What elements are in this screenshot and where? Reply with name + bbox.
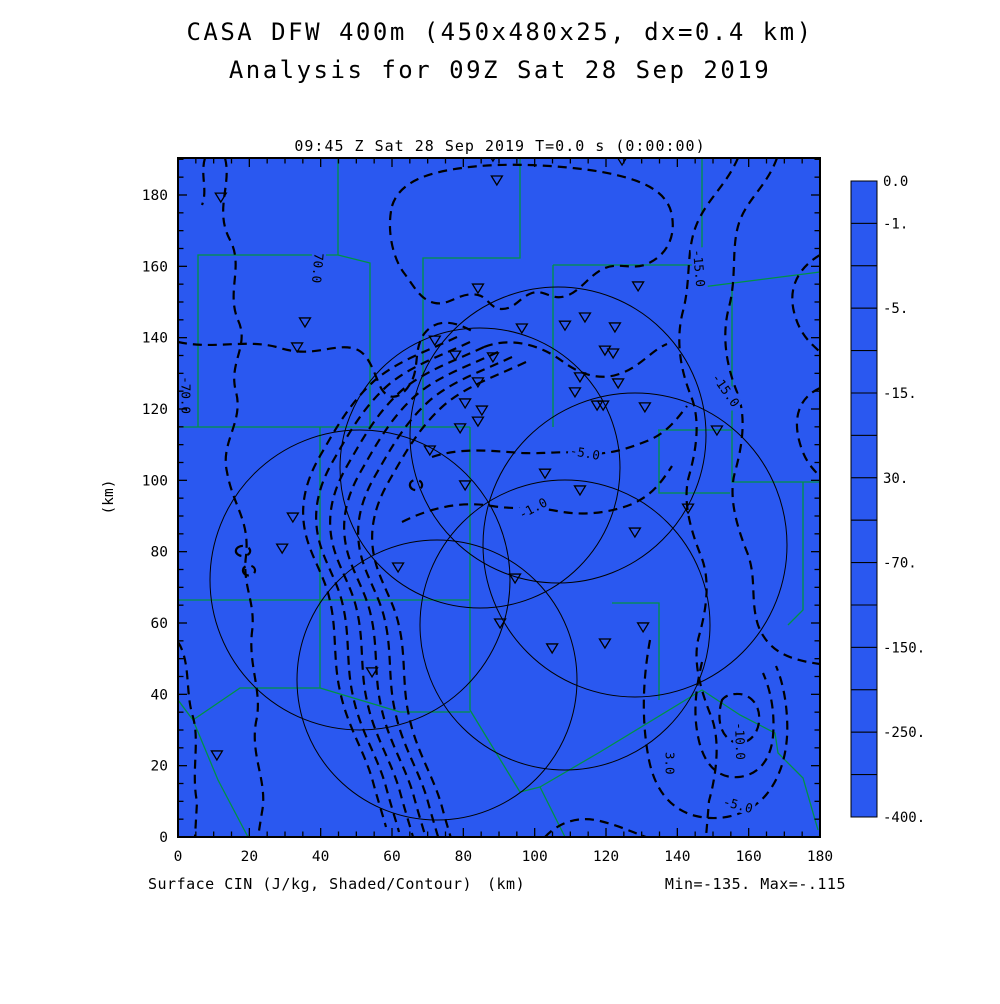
svg-text:180: 180	[142, 188, 168, 204]
svg-text:180: 180	[807, 849, 833, 865]
svg-text:120: 120	[142, 402, 168, 418]
figure-subtitle: Analysis for 09Z Sat 28 Sep 2019	[229, 56, 771, 84]
svg-text:3.0: 3.0	[662, 752, 677, 775]
svg-text:-15.: -15.	[883, 386, 917, 402]
svg-text:140: 140	[664, 849, 690, 865]
svg-text:-5.0: -5.0	[569, 443, 601, 463]
svg-text:40: 40	[312, 849, 329, 865]
svg-text:20: 20	[151, 759, 168, 775]
plot-border	[177, 157, 821, 838]
svg-text:0.0: 0.0	[883, 174, 908, 190]
svg-text:120: 120	[593, 849, 619, 865]
svg-text:-250.: -250.	[883, 725, 925, 741]
svg-text:160: 160	[736, 849, 762, 865]
svg-text:-10.0: -10.0	[732, 722, 748, 760]
svg-text:40: 40	[151, 687, 168, 703]
field-caption: Surface CIN (J/kg, Shaded/Contour)	[148, 875, 472, 893]
svg-text:100: 100	[142, 473, 168, 489]
svg-text:-70.: -70.	[883, 556, 917, 572]
svg-text:0: 0	[159, 830, 168, 846]
county-boundaries	[178, 158, 820, 837]
x-axis-units-label: (km)	[487, 875, 525, 893]
svg-text:-70.0: -70.0	[178, 376, 193, 414]
radar-range-rings	[209, 286, 788, 821]
svg-text:20: 20	[241, 849, 258, 865]
figure-title: CASA DFW 400m (450x480x25, dx=0.4 km)	[186, 18, 813, 46]
svg-text:160: 160	[142, 259, 168, 275]
svg-text:100: 100	[522, 849, 548, 865]
svg-text:-400.: -400.	[883, 810, 925, 826]
valid-time-header: 09:45 Z Sat 28 Sep 2019 T=0.0 s (0:00:00…	[294, 137, 705, 155]
colorbar: 0.0 -1. -5. -15. 30. -70. -150. -250. -400.	[850, 174, 925, 826]
svg-text:-15.0: -15.0	[690, 249, 708, 288]
map-shaded-fill	[178, 158, 820, 837]
station-markers	[210, 158, 724, 762]
minmax-caption: Min=-135. Max=-.115	[665, 875, 846, 893]
svg-text:0: 0	[174, 849, 183, 865]
svg-text:-150.: -150.	[883, 640, 925, 656]
svg-text:70.0: 70.0	[309, 252, 327, 283]
svg-text:60: 60	[383, 849, 400, 865]
svg-text:-5.: -5.	[883, 301, 908, 317]
svg-text:140: 140	[142, 331, 168, 347]
svg-text:80: 80	[455, 849, 472, 865]
axis-tick-labels: 0 20 40 60 80 100 120 140 160 180 0 20 40 60 80 100 120 1…	[142, 188, 833, 865]
svg-text:60: 60	[151, 616, 168, 632]
svg-text:30.: 30.	[883, 471, 908, 487]
svg-text:80: 80	[151, 545, 168, 561]
cin-contours	[178, 158, 820, 837]
y-axis-label: (km)	[101, 480, 117, 515]
svg-text:-1.: -1.	[883, 216, 908, 232]
contour-line-labels: -70.070.0 -15.0-15.0-5.0-1.03.0-10.0-5.0	[178, 247, 757, 816]
